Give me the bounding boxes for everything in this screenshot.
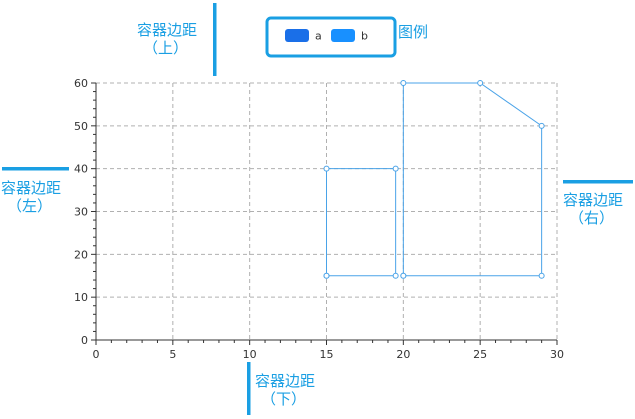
x-tick-label: 0 xyxy=(93,348,100,361)
bottom-margin-label-line2: （下） xyxy=(261,390,306,408)
legend-label-b[interactable]: b xyxy=(361,30,368,43)
series-a-line xyxy=(326,168,397,277)
y-tick-label: 20 xyxy=(74,248,88,261)
left-margin-label-line2: （左） xyxy=(7,197,52,215)
axis-layer: 0 10 20 30 40 50 60 0 5 10 15 20 25 30 xyxy=(74,77,564,361)
series-layer xyxy=(323,80,545,279)
y-tick-label: 50 xyxy=(74,120,88,133)
series-a-point[interactable] xyxy=(323,165,330,172)
x-tick-label: 20 xyxy=(396,348,410,361)
bottom-margin-bar xyxy=(247,362,251,415)
series-b-point[interactable] xyxy=(538,272,545,279)
series-b-point[interactable] xyxy=(477,80,484,86)
legend-swatch-a[interactable] xyxy=(285,29,309,42)
bottom-margin-label-line1: 容器边距 xyxy=(255,372,315,390)
x-tick-label: 25 xyxy=(473,348,487,361)
y-tick-label: 60 xyxy=(74,77,88,90)
right-margin-label-line1: 容器边距 xyxy=(563,191,623,209)
y-tick-label: 10 xyxy=(74,291,88,304)
legend-annotation-label: 图例 xyxy=(398,23,428,41)
top-margin-label-line2: （上） xyxy=(143,39,188,57)
left-margin-label-line1: 容器边距 xyxy=(1,179,61,197)
series-b-point[interactable] xyxy=(400,272,407,279)
series-b-point[interactable] xyxy=(538,122,545,129)
left-margin-bar xyxy=(2,167,69,171)
series-b-line xyxy=(402,82,543,277)
y-tick-label: 40 xyxy=(74,163,88,176)
legend-swatch-b[interactable] xyxy=(331,29,355,42)
x-tick-label: 30 xyxy=(550,348,564,361)
right-margin-label-line2: （右） xyxy=(569,209,614,227)
x-tick-label: 15 xyxy=(320,348,334,361)
y-tick-label: 30 xyxy=(74,206,88,219)
top-margin-bar xyxy=(213,3,217,76)
x-tick-label: 5 xyxy=(169,348,176,361)
x-tick-label: 10 xyxy=(243,348,257,361)
top-margin-label-line1: 容器边距 xyxy=(137,21,197,39)
y-tick-label: 0 xyxy=(81,334,88,347)
right-margin-bar xyxy=(563,180,633,184)
series-a-point[interactable] xyxy=(323,272,330,279)
series-b-point[interactable] xyxy=(400,80,407,86)
legend-frame xyxy=(265,16,397,58)
series-a-point[interactable] xyxy=(392,272,399,279)
legend-label-a[interactable]: a xyxy=(315,30,322,43)
series-a-point[interactable] xyxy=(392,165,399,172)
